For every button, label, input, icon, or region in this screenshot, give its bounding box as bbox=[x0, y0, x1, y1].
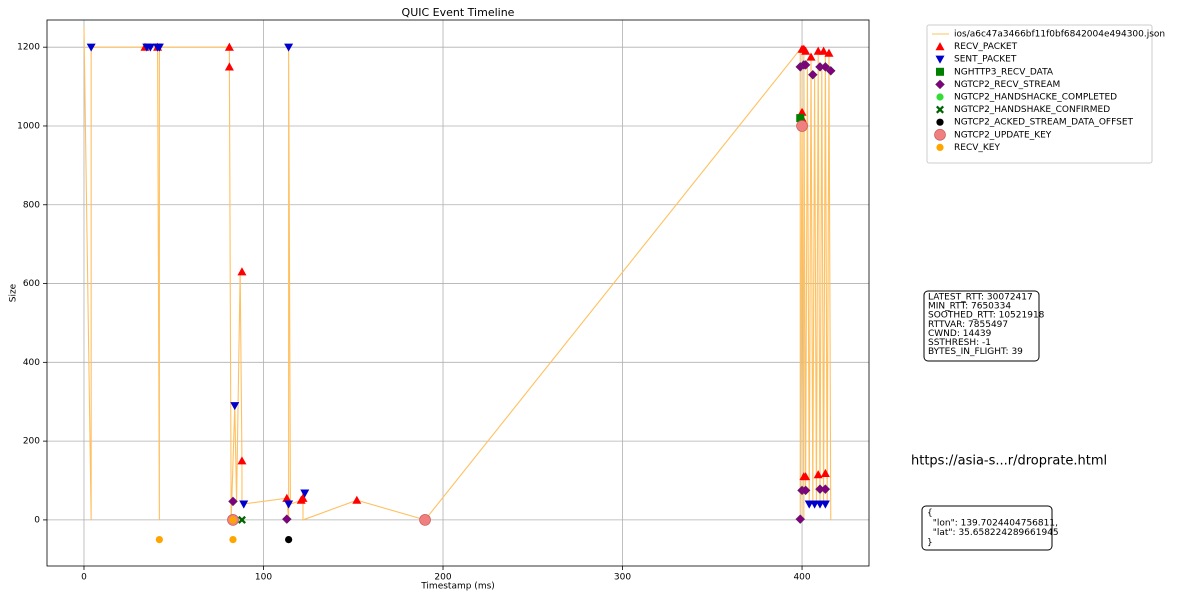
big-circle-marker bbox=[796, 120, 808, 132]
y-tick-label: 0 bbox=[34, 515, 40, 525]
location-box bbox=[921, 505, 1053, 551]
triangle-down-marker bbox=[145, 43, 155, 52]
legend-label: SENT_PACKET bbox=[954, 55, 1017, 65]
triangle-up-marker bbox=[224, 62, 234, 71]
big-circle-marker bbox=[419, 514, 431, 526]
triangle-up-marker bbox=[935, 42, 945, 51]
triangle-up-marker bbox=[352, 495, 362, 504]
y-tick-label: 1200 bbox=[17, 43, 40, 53]
triangle-up-marker bbox=[824, 48, 834, 57]
diamond-marker bbox=[935, 79, 945, 90]
stats-line: SSTHRESH: -1 bbox=[928, 338, 991, 348]
triangle-up-marker bbox=[801, 472, 811, 481]
y-tick-label: 200 bbox=[23, 437, 40, 447]
legend: ios/a6c47a3466bf11f0bf6842004e494300.jso… bbox=[926, 24, 1165, 164]
circle-marker bbox=[285, 536, 293, 544]
triangle-down-marker bbox=[154, 43, 164, 52]
triangle-up-marker bbox=[298, 493, 308, 502]
square-marker bbox=[936, 67, 944, 76]
triangle-up-marker bbox=[820, 468, 830, 478]
triangle-down-marker bbox=[284, 43, 294, 52]
legend-label: NGTCP2_UPDATE_KEY bbox=[954, 130, 1052, 140]
circle-marker bbox=[936, 143, 944, 151]
y-axis-label: Size bbox=[9, 283, 19, 302]
circle-marker bbox=[229, 516, 237, 524]
location-line: { bbox=[927, 509, 933, 519]
triangle-up-marker bbox=[813, 470, 823, 479]
triangle-up-marker bbox=[819, 46, 829, 55]
diamond-marker bbox=[820, 484, 831, 495]
diamond-marker bbox=[800, 60, 811, 70]
diamond-marker bbox=[228, 496, 238, 507]
y-tick-label: 600 bbox=[23, 279, 40, 289]
x-axis-label: Timestamp (ms) bbox=[420, 582, 495, 592]
diamond-marker bbox=[807, 69, 818, 80]
diamond-marker bbox=[795, 514, 806, 524]
stats-line: BYTES_IN_FLIGHT: 39 bbox=[928, 347, 1023, 357]
legend-label: NGTCP2_RECV_STREAM bbox=[954, 80, 1060, 90]
circle-marker bbox=[229, 536, 237, 544]
location-line: "lon": 139.7024404756811, bbox=[927, 518, 1058, 528]
x-tick-label: 200 bbox=[434, 573, 451, 583]
x-marker bbox=[237, 515, 246, 524]
legend-label: NGTCP2_HANDSHACKE_COMPLETED bbox=[954, 93, 1117, 103]
triangle-up-marker bbox=[224, 42, 234, 51]
x-tick-label: 300 bbox=[614, 573, 631, 583]
legend-label: NGTCP2_HANDSHAKE_CONFIRMED bbox=[954, 105, 1110, 115]
triangle-up-marker bbox=[237, 456, 247, 465]
legend-label: RECV_KEY bbox=[954, 143, 1000, 153]
triangle-down-marker bbox=[86, 43, 96, 52]
x-tick-label: 0 bbox=[81, 573, 87, 583]
y-tick-label: 1000 bbox=[17, 121, 40, 131]
y-tick-label: 400 bbox=[23, 358, 40, 368]
plot-area bbox=[83, 27, 836, 544]
big-circle-marker bbox=[934, 129, 946, 141]
triangle-up-marker bbox=[797, 107, 807, 116]
stats-box bbox=[923, 290, 1040, 362]
stats-line: LATEST_RTT: 30072417 bbox=[928, 293, 1033, 303]
triangle-down-marker bbox=[935, 55, 945, 64]
chart-title: QUIC Event Timeline bbox=[402, 6, 515, 19]
triangle-down-marker bbox=[239, 500, 249, 509]
triangle-down-marker bbox=[284, 500, 294, 509]
stats-line: CWND: 14439 bbox=[928, 329, 992, 339]
triangle-up-marker bbox=[801, 46, 811, 55]
triangle-up-marker bbox=[806, 52, 816, 61]
stats-line: SOOTHED_RTT: 10521918 bbox=[928, 311, 1045, 321]
triangle-up-marker bbox=[282, 493, 292, 502]
legend-frame bbox=[926, 24, 1153, 164]
triangle-down-marker bbox=[300, 489, 310, 498]
square-marker bbox=[796, 114, 805, 123]
stats-line: MIN_RTT: 7650334 bbox=[928, 302, 1011, 312]
x-tick-label: 100 bbox=[255, 573, 272, 583]
url-text: https://asia-s...r/droprate.html bbox=[911, 454, 1107, 469]
legend-label: ios/a6c47a3466bf11f0bf6842004e494300.jso… bbox=[954, 30, 1165, 40]
stats-line: RTTVAR: 7855497 bbox=[928, 320, 1008, 330]
circle-marker bbox=[936, 118, 944, 126]
circle-marker bbox=[936, 93, 944, 101]
diamond-marker bbox=[281, 514, 292, 524]
x-marker bbox=[936, 105, 944, 114]
location-line: "lat": 35.658224289661945 bbox=[927, 528, 1059, 538]
diamond-marker bbox=[800, 485, 811, 496]
legend-label: NGTCP2_ACKED_STREAM_DATA_OFFSET bbox=[954, 118, 1134, 128]
triangle-down-marker bbox=[820, 500, 830, 509]
y-tick-label: 800 bbox=[23, 200, 40, 210]
location-line: } bbox=[927, 538, 933, 548]
legend-label: NGHTTP3_RECV_DATA bbox=[954, 67, 1054, 77]
plot-frame bbox=[46, 19, 870, 567]
triangle-up-marker bbox=[237, 267, 247, 276]
diamond-marker bbox=[825, 65, 836, 76]
legend-label: RECV_PACKET bbox=[954, 42, 1018, 52]
circle-marker bbox=[155, 536, 163, 544]
triangle-down-marker bbox=[230, 402, 240, 411]
line bbox=[83, 27, 832, 521]
x-tick-label: 400 bbox=[793, 573, 810, 583]
